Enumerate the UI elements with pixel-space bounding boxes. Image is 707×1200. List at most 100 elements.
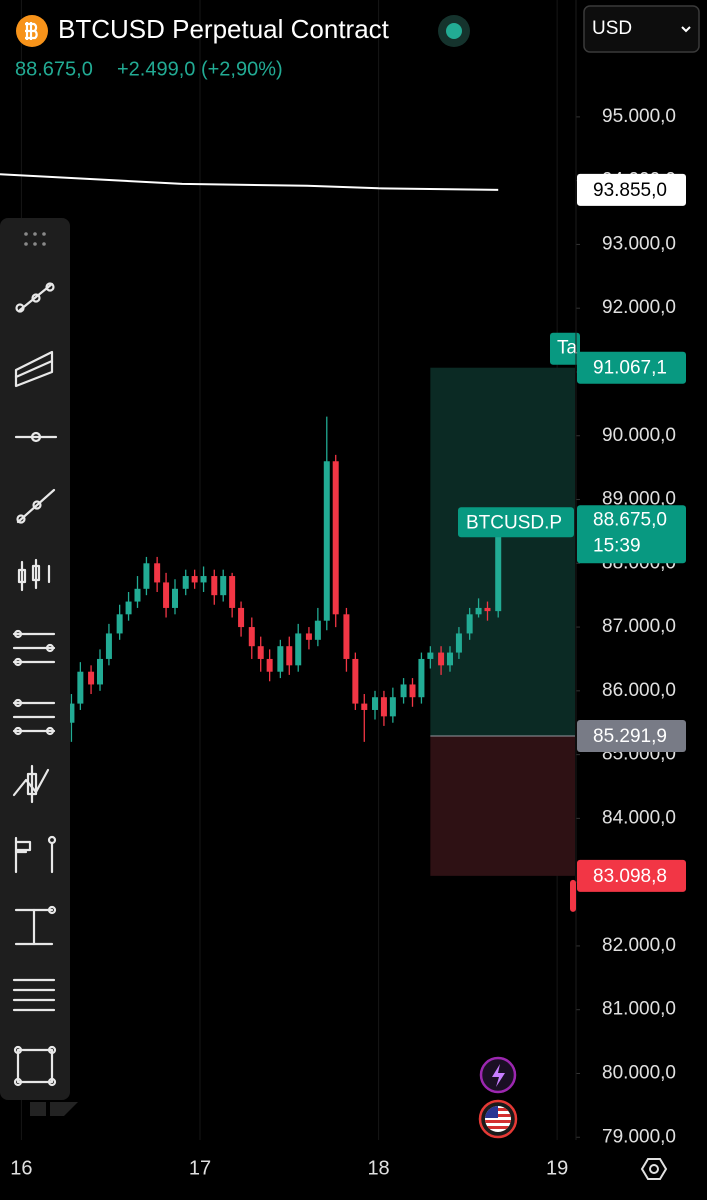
header-price: 88.675,0 [15, 58, 93, 80]
y-tick-label: 90.000,0 [602, 425, 676, 446]
candle-body [277, 646, 284, 672]
coin-glyph [25, 22, 38, 40]
toolbar-panel [0, 218, 70, 1100]
tool-horizontal-line[interactable] [14, 431, 58, 443]
lightning-button[interactable] [479, 1056, 517, 1094]
symbol-title: BTCUSD Perpetual Contract [58, 14, 390, 44]
candle-body [305, 633, 312, 640]
tool-ray[interactable] [16, 488, 56, 524]
toolbar-handle[interactable] [24, 232, 46, 246]
candle-body [211, 576, 218, 596]
candle-body [380, 697, 387, 717]
profit-zone [430, 367, 575, 736]
price-label: 83.098,8 [593, 866, 667, 887]
price-label-box [577, 173, 686, 206]
candle-body [286, 646, 293, 666]
candle-body [116, 614, 123, 634]
candle-body [427, 652, 434, 659]
drawing-toolbar [0, 218, 70, 1100]
price-label: 85.291,9 [593, 726, 667, 747]
candle-body [163, 582, 170, 608]
plot-layer [0, 173, 502, 742]
header-change: +2.499,0 (+2,90%) [117, 58, 283, 80]
indicator-line [0, 173, 499, 191]
candle-body [455, 633, 462, 653]
candle-body [484, 607, 491, 612]
x-tick-label: 19 [546, 1157, 568, 1179]
tool-trend-line[interactable] [15, 282, 55, 313]
y-tick-label: 86.000,0 [602, 680, 676, 701]
y-tick-label: 95.000,0 [602, 106, 676, 127]
price-label-box [577, 351, 686, 384]
price-label: 93.855,0 [593, 180, 667, 201]
candle-body [409, 684, 416, 698]
candle-body [466, 614, 473, 634]
symbol-tag-box [458, 507, 574, 538]
candle-body [88, 671, 95, 685]
target-tag: Ta [557, 338, 578, 359]
tool-patterns[interactable] [12, 764, 50, 804]
y-tick-label: 84.000,0 [602, 807, 676, 828]
candle-body [134, 588, 141, 602]
tool-fib-extension[interactable] [12, 698, 56, 736]
currency-label[interactable]: USD [592, 18, 632, 39]
tool-prediction[interactable] [14, 835, 57, 874]
candle-body [105, 633, 112, 659]
price-label-box [577, 719, 686, 752]
candle-body [361, 703, 368, 710]
tool-measure[interactable] [14, 905, 57, 946]
candle-body [314, 620, 321, 640]
y-tick-label: 89.000,0 [602, 489, 676, 510]
candle-body [266, 658, 273, 672]
candle-body [172, 588, 178, 608]
candle-body [97, 658, 103, 685]
candle-body [323, 461, 330, 621]
candle-body [220, 576, 227, 596]
y-tick-label: 87.000,0 [602, 616, 676, 637]
candle-body [372, 697, 378, 710]
candle-body [238, 607, 245, 628]
header: BTCUSD Perpetual Contract 88.675,0 +2.49… [15, 5, 700, 80]
tool-channel[interactable] [14, 350, 54, 388]
candle-body [418, 658, 425, 698]
last-price-label: 88.675,0 [593, 509, 667, 530]
candle-body [400, 684, 407, 698]
candle-body [125, 601, 132, 615]
candle-body [200, 576, 207, 583]
candle-body [332, 461, 339, 615]
tool-fib-retracement[interactable] [12, 629, 56, 667]
candle-body [248, 627, 255, 647]
y-tick-label: 93.000,0 [602, 233, 676, 254]
candle-body [295, 633, 302, 666]
tool-shapes[interactable] [13, 1045, 57, 1087]
y-tick-label: 79.000,0 [602, 1126, 676, 1147]
candle-body [154, 563, 161, 583]
target-tag-box [550, 332, 580, 365]
tool-bars-pattern[interactable] [17, 558, 51, 592]
candle-body [257, 646, 264, 659]
symbol-tag: BTCUSD.P [466, 512, 562, 533]
candle-body [447, 652, 453, 666]
currency-select[interactable] [583, 5, 700, 53]
region-button[interactable] [478, 1099, 518, 1139]
bar-countdown: 15:39 [593, 535, 641, 556]
candle-body [352, 658, 359, 704]
y-tick-label: 92.000,0 [602, 297, 676, 318]
stop-marker [570, 879, 576, 912]
candle-body [495, 520, 502, 612]
y-tick-label: 82.000,0 [602, 935, 676, 956]
candle-body [191, 576, 198, 583]
candle-body [475, 607, 482, 615]
x-tick-label: 17 [189, 1157, 211, 1179]
tool-annotations[interactable] [12, 978, 56, 1012]
x-tick-label: 16 [10, 1157, 32, 1179]
settings-button[interactable] [640, 1158, 668, 1180]
candle-body [77, 671, 84, 704]
candle-body [143, 563, 150, 589]
candle-body [389, 697, 396, 717]
select-caret [681, 26, 691, 33]
candle-body [182, 576, 189, 589]
